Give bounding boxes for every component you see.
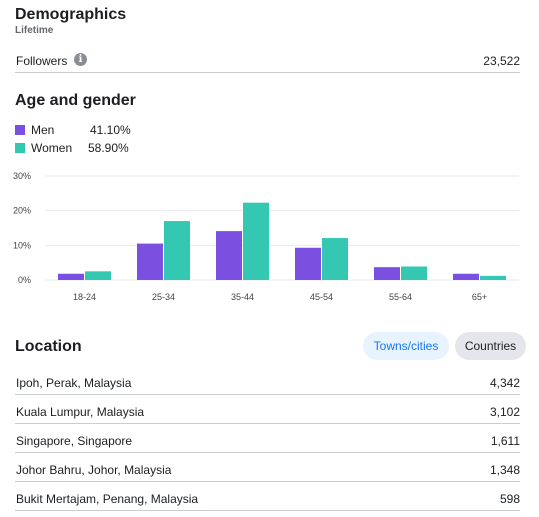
countries-tab[interactable]: Countries: [455, 332, 526, 360]
bar-men-45-54[interactable]: [295, 247, 321, 280]
y-tick-label: 0%: [18, 275, 31, 285]
followers-row: Followers i 23,522: [15, 52, 520, 73]
demographics-subtitle: Lifetime: [15, 25, 54, 36]
info-icon[interactable]: i: [74, 53, 87, 66]
bar-women-25-34[interactable]: [164, 221, 190, 280]
bar-men-35-44[interactable]: [216, 231, 242, 280]
x-tick-label: 18-24: [73, 292, 96, 302]
location-name: Singapore, Singapore: [16, 434, 133, 448]
followers-value: 23,522: [483, 54, 520, 68]
location-value: 4,342: [489, 376, 520, 390]
location-value: 3,102: [489, 405, 520, 419]
bar-women-55-64[interactable]: [401, 266, 427, 280]
towns-cities-tab[interactable]: Towns/cities: [363, 332, 449, 360]
location-title: Location: [15, 338, 82, 355]
location-name: Johor Bahru, Johor, Malaysia: [16, 463, 172, 477]
age-gender-bar-chart: 0% 10% 20% 30% 18-24 25-34 35-44 45-54 55-64 65+: [13, 171, 519, 302]
bar-men-25-34[interactable]: [137, 243, 163, 280]
legend-label-men: Men: [31, 123, 55, 137]
bar-men-18-24[interactable]: [58, 273, 84, 280]
legend-label-women: Women: [31, 141, 73, 155]
bar-women-45-54[interactable]: [322, 238, 348, 280]
y-tick-label: 30%: [13, 171, 31, 181]
legend-swatch-men: [15, 125, 25, 135]
bar-women-35-44[interactable]: [243, 202, 269, 280]
legend-swatch-women: [15, 143, 25, 153]
age-gender-title: Age and gender: [15, 92, 136, 109]
y-tick-label: 20%: [13, 206, 31, 216]
demographics-title: Demographics: [15, 6, 127, 23]
x-tick-label: 55-64: [389, 292, 412, 302]
location-name: Kuala Lumpur, Malaysia: [16, 405, 145, 419]
location-row: Kuala Lumpur, Malaysia 3,102: [15, 403, 520, 424]
location-name: Ipoh, Perak, Malaysia: [16, 376, 132, 390]
bar-men-65+[interactable]: [453, 273, 479, 280]
location-name: Bukit Mertajam, Penang, Malaysia: [16, 492, 199, 506]
location-row: Johor Bahru, Johor, Malaysia 1,348: [15, 461, 520, 482]
location-value: 598: [499, 492, 520, 506]
location-row: Ipoh, Perak, Malaysia 4,342: [15, 374, 520, 395]
x-tick-label: 65+: [472, 292, 487, 302]
y-tick-label: 10%: [13, 240, 31, 250]
location-value: 1,348: [489, 463, 520, 477]
location-value: 1,611: [490, 434, 520, 448]
location-row: Singapore, Singapore 1,611: [15, 432, 520, 453]
followers-label: Followers: [16, 54, 68, 68]
bar-women-18-24[interactable]: [85, 271, 111, 280]
location-row: Bukit Mertajam, Penang, Malaysia 598: [15, 490, 520, 511]
x-tick-label: 35-44: [231, 292, 254, 302]
legend-value-women: 58.90%: [88, 141, 129, 155]
x-tick-label: 45-54: [310, 292, 333, 302]
legend-value-men: 41.10%: [90, 123, 131, 137]
bar-women-65+[interactable]: [480, 275, 506, 280]
bar-men-55-64[interactable]: [374, 267, 400, 280]
x-tick-label: 25-34: [152, 292, 175, 302]
